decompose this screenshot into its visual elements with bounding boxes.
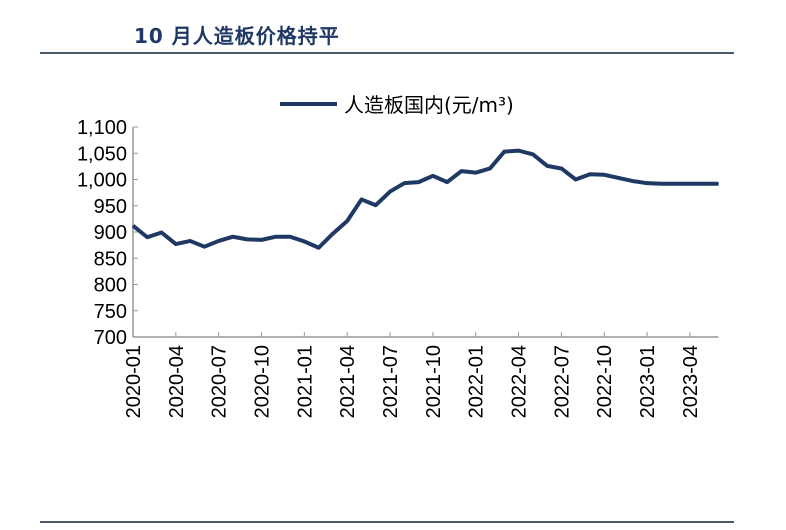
x-tick-label: 2023-01: [637, 345, 659, 418]
y-tick-label: 1,000: [77, 170, 127, 192]
data-point: [675, 183, 677, 185]
data-point: [175, 243, 177, 245]
data-point: [460, 170, 462, 172]
data-point: [703, 183, 705, 185]
data-point: [518, 150, 520, 152]
data-point: [432, 175, 434, 177]
x-tick-label: 2023-04: [680, 345, 702, 418]
y-tick-label: 800: [94, 275, 127, 297]
data-point: [717, 183, 719, 185]
data-point: [146, 236, 148, 238]
data-point: [603, 174, 605, 176]
data-point: [189, 240, 191, 242]
data-point: [161, 232, 163, 234]
data-point: [389, 191, 391, 193]
y-tick-label: 850: [94, 248, 127, 270]
y-tick-label: 700: [94, 327, 127, 349]
data-point: [446, 181, 448, 183]
top-divider: [40, 52, 734, 54]
data-point: [618, 177, 620, 179]
data-point: [403, 182, 405, 184]
data-point: [318, 247, 320, 249]
data-point: [589, 173, 591, 175]
data-point: [560, 167, 562, 169]
data-point: [575, 179, 577, 180]
y-tick-label: 750: [94, 301, 127, 323]
data-point: [689, 183, 691, 185]
bottom-divider: [40, 521, 734, 523]
x-tick-label: 2021-10: [423, 345, 445, 418]
data-point: [418, 181, 420, 183]
data-point: [275, 236, 277, 238]
series-line: [131, 148, 719, 250]
data-point: [232, 236, 234, 238]
data-point: [346, 220, 348, 222]
data-point: [132, 225, 134, 227]
x-tick-label: 2022-10: [594, 345, 616, 418]
x-tick-label: 2021-07: [380, 345, 402, 418]
data-point: [360, 198, 362, 200]
data-point: [660, 183, 662, 185]
y-tick-label: 1,050: [77, 143, 127, 165]
data-point: [246, 238, 248, 240]
data-point: [532, 153, 534, 155]
y-tick-label: 950: [94, 196, 127, 218]
x-tick-label: 2022-01: [466, 345, 488, 418]
x-tick-label: 2021-01: [294, 345, 316, 418]
data-point: [218, 240, 220, 242]
x-tick-label: 2022-04: [509, 345, 531, 418]
data-point: [503, 151, 505, 153]
legend-label: 人造板国内(元/m³): [344, 93, 514, 117]
x-tick-label: 2020-10: [252, 345, 274, 418]
x-tick-label: 2022-07: [551, 345, 573, 418]
data-point: [203, 246, 205, 248]
data-point: [489, 167, 491, 169]
x-tick-label: 2020-07: [209, 345, 231, 418]
x-tick-label: 2021-04: [337, 345, 359, 418]
data-point: [646, 182, 648, 184]
x-tick-label: 2020-01: [123, 345, 145, 418]
x-tick-label: 2020-04: [166, 345, 188, 418]
data-point: [332, 233, 334, 235]
data-point: [303, 240, 305, 242]
data-point: [632, 180, 634, 182]
y-tick-label: 900: [94, 222, 127, 244]
data-point: [375, 204, 377, 206]
data-point: [261, 239, 263, 241]
y-tick-label: 1,100: [77, 117, 127, 139]
data-point: [475, 172, 477, 174]
chart-title: 10 月人造板价格持平: [134, 24, 340, 48]
data-point: [289, 236, 291, 238]
data-point: [546, 165, 548, 167]
